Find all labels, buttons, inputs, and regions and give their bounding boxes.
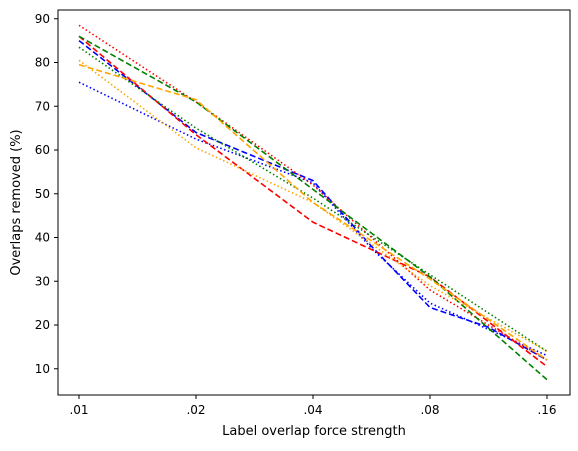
series-line-7 — [78, 63, 548, 361]
x-tick-label: .04 — [303, 403, 322, 417]
y-tick-label: 20 — [35, 318, 50, 332]
series-line-3 — [78, 35, 548, 368]
x-axis-label: Label overlap force strength — [222, 424, 406, 439]
y-tick-label: 90 — [35, 12, 50, 26]
x-tick-label: .08 — [420, 403, 439, 417]
y-tick-label: 30 — [35, 274, 50, 288]
series-line-1 — [78, 39, 548, 361]
series-line-6 — [78, 46, 548, 352]
x-tick-label: .16 — [537, 403, 556, 417]
y-axis-label: Overlaps removed (%) — [9, 129, 24, 275]
x-tick-label: .01 — [69, 403, 88, 417]
series-lines — [78, 24, 548, 381]
x-axis-ticks: .01 .02 .04 .08 .16 — [69, 395, 557, 417]
series-line-8 — [78, 59, 548, 352]
y-tick-label: 40 — [35, 231, 50, 245]
y-tick-label: 10 — [35, 362, 50, 376]
series-line-5 — [78, 35, 548, 381]
y-tick-label: 80 — [35, 56, 50, 70]
y-tick-label: 50 — [35, 187, 50, 201]
series-line-4 — [78, 24, 548, 361]
plot-area-frame — [57, 9, 571, 396]
y-tick-label: 70 — [35, 99, 50, 113]
x-tick-label: .02 — [186, 403, 205, 417]
series-line-2 — [78, 81, 548, 357]
y-axis-ticks: 10 20 30 40 50 60 70 80 90 — [35, 12, 58, 376]
y-tick-label: 60 — [35, 143, 50, 157]
